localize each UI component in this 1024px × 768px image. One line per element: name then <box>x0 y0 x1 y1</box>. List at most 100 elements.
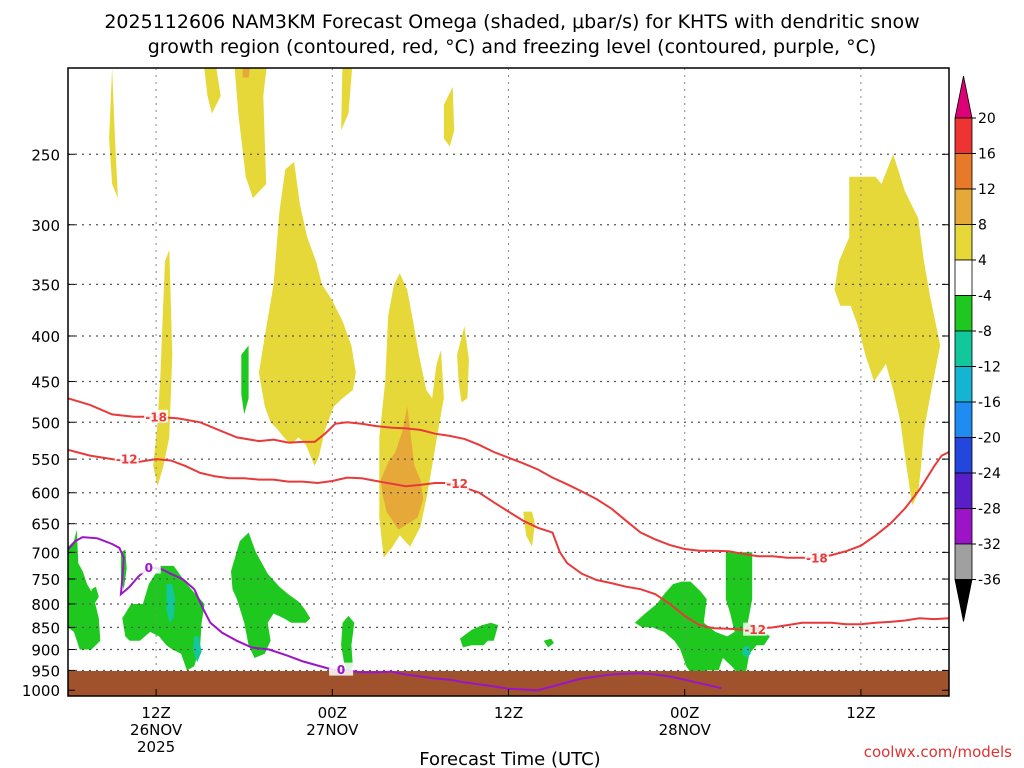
contour-label: -18 <box>806 551 828 565</box>
contour-label: -18 <box>145 410 167 424</box>
x-tick-label: 00Z <box>318 704 347 722</box>
contour-label: -12 <box>446 477 468 491</box>
omega-region-yellow-11 <box>834 154 941 506</box>
credit-text: coolwx.com/models <box>864 743 1012 761</box>
omega-region-yellow-8 <box>443 86 455 147</box>
contour-label: 0 <box>337 663 345 677</box>
y-tick-label: 800 <box>31 596 60 614</box>
omega-region-yellow-10 <box>523 511 535 547</box>
omega-region-yellow-6 <box>341 68 353 131</box>
colorbar-label: -4 <box>978 289 992 305</box>
colorbar-swatch <box>954 117 973 154</box>
omega-region-yellow-5 <box>258 161 356 467</box>
colorbar-label: -32 <box>978 537 1001 553</box>
contour-lines: -18 -18 -12 -12 -12 0 0 <box>68 397 949 692</box>
x-tick-label: 2025 <box>137 738 175 756</box>
omega-region-green-6 <box>231 532 311 658</box>
colorbar-swatch <box>954 543 973 580</box>
y-tick-label: 850 <box>31 619 60 637</box>
omega-region-teal-2 <box>192 636 202 663</box>
colorbar-swatch <box>954 401 973 438</box>
contour-label: 0 <box>145 561 153 575</box>
colorbar: 20 16 12 8 4 -4 -8 -12 -16 -20 -24 -28 -32 -36 <box>954 75 1001 622</box>
y-tick-label: 900 <box>31 642 60 660</box>
y-tick-label: 450 <box>31 374 60 392</box>
y-tick-label: 500 <box>31 414 60 432</box>
colorbar-swatch <box>954 437 973 474</box>
x-axis-label: Forecast Time (UTC) <box>419 749 600 768</box>
omega-region-yellow-3 <box>204 68 221 114</box>
colorbar-label: -8 <box>978 324 992 340</box>
colorbar-bottom-arrow <box>954 579 973 622</box>
omega-shading <box>68 68 941 675</box>
colorbar-swatch <box>954 366 973 403</box>
contour-label: -12 <box>116 453 138 467</box>
colorbar-swatch <box>954 224 973 261</box>
colorbar-label: 12 <box>978 182 996 198</box>
y-axis-ticks: 250 300 350 400 450 500 550 600 650 700 750 800 850 9… <box>22 146 949 700</box>
y-tick-label: 400 <box>31 328 60 346</box>
y-tick-label: 950 <box>31 662 60 680</box>
colorbar-label: -36 <box>978 573 1001 589</box>
omega-region-green-8 <box>460 622 499 648</box>
colorbar-label: -24 <box>978 466 1001 482</box>
x-tick-label: 12Z <box>494 704 523 722</box>
colorbar-label: 16 <box>978 147 996 163</box>
y-tick-label: 350 <box>31 276 60 294</box>
omega-region-green-7 <box>341 615 355 675</box>
contour-label-bg <box>743 622 768 636</box>
colorbar-label: 8 <box>978 218 987 234</box>
omega-region-gold-2 <box>380 406 424 530</box>
x-tick-label: 27NOV <box>306 721 359 739</box>
contour-label-bg <box>114 452 139 466</box>
colorbar-top-arrow <box>954 75 973 119</box>
x-tick-label: 12Z <box>141 704 170 722</box>
omega-region-green-2 <box>91 586 99 604</box>
contour-label-bg <box>136 560 161 574</box>
plot-background <box>68 68 949 696</box>
y-tick-label: 700 <box>31 544 60 562</box>
contour-label-bg <box>445 476 470 490</box>
colorbar-label: 20 <box>978 111 996 127</box>
omega-region-yellow-2 <box>153 249 173 487</box>
colorbar-swatch <box>954 330 973 367</box>
y-tick-label: 600 <box>31 485 60 503</box>
omega-region-yellow-9 <box>457 326 469 403</box>
contour-line--12 <box>68 448 949 631</box>
y-tick-label: 650 <box>31 516 60 534</box>
omega-region-yellow-1 <box>109 68 118 199</box>
contour-label: -12 <box>744 623 766 637</box>
colorbar-swatch <box>954 508 973 545</box>
chart-title-line-2: growth region (contoured, red, °C) and f… <box>148 36 877 58</box>
colorbar-swatch <box>954 153 973 190</box>
colorbar-swatch <box>954 472 973 509</box>
omega-region-green-9 <box>543 638 554 648</box>
colorbar-label: -20 <box>978 431 1001 447</box>
omega-region-teal-1 <box>166 584 176 623</box>
omega-region-yellow-4 <box>234 68 267 199</box>
omega-region-green-5 <box>241 345 249 415</box>
y-tick-label: 550 <box>31 451 60 469</box>
colorbar-swatch <box>954 188 973 225</box>
y-tick-label: 300 <box>31 217 60 235</box>
contour-label-bg <box>144 409 169 423</box>
omega-region-green-1 <box>68 529 101 650</box>
colorbar-label: -16 <box>978 395 1001 411</box>
omega-region-gold-1 <box>242 68 251 78</box>
x-tick-label: 28NOV <box>659 721 712 739</box>
x-tick-label: 12Z <box>846 704 875 722</box>
x-tick-label: 26NOV <box>130 721 183 739</box>
colorbar-label: -12 <box>978 360 1001 376</box>
colorbar-swatch <box>954 295 973 332</box>
y-tick-label: 750 <box>31 571 60 589</box>
x-tick-label: 00Z <box>670 704 699 722</box>
contour-label-bg <box>329 662 354 676</box>
omega-region-green-10 <box>634 552 770 675</box>
omega-region-green-4 <box>122 565 205 671</box>
colorbar-label: -28 <box>978 502 1001 518</box>
colorbar-swatch <box>954 259 973 296</box>
colorbar-label: 4 <box>978 253 987 269</box>
omega-region-teal-3 <box>742 645 751 658</box>
